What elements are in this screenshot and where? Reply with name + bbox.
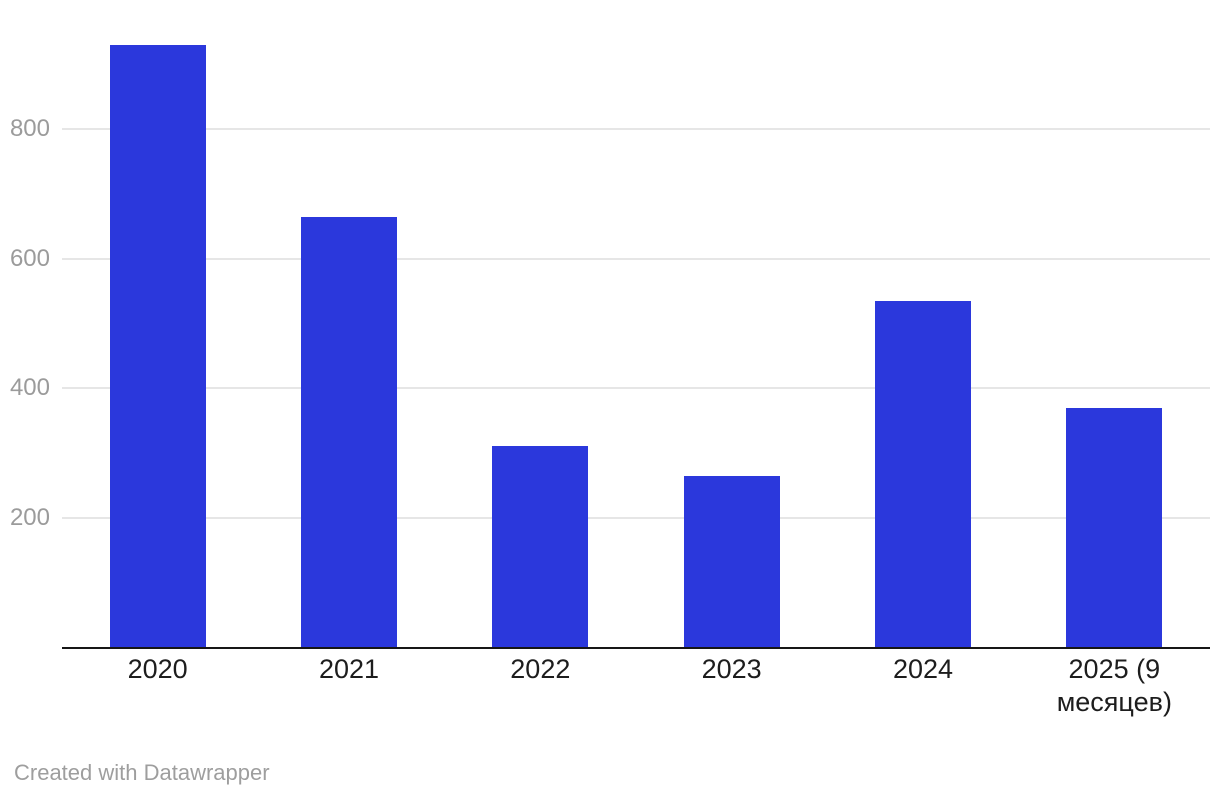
- gridline-800: [62, 128, 1210, 131]
- x-tick-label-2020: 2020: [127, 654, 188, 684]
- x-axis-line: [62, 647, 1210, 649]
- bar-2020: [109, 45, 206, 647]
- plot-area: [62, 0, 1210, 647]
- bar-2021: [301, 216, 397, 647]
- x-tick-label-2021: 2021: [318, 654, 380, 684]
- y-axis-tick-labels: 200 400 600 800: [0, 0, 52, 647]
- x-axis-tick-labels: 2020 2021 2022 2023 2024 2025 (9 месяцев): [0, 653, 1220, 733]
- x-tick-label-2022: 2022: [510, 654, 571, 684]
- gridline-600: [62, 257, 1210, 260]
- y-tick-label-400: 400: [9, 374, 50, 402]
- y-tick-label-800: 800: [9, 115, 50, 143]
- x-tick-label-2024: 2024: [892, 654, 954, 684]
- gridline-200: [62, 516, 1210, 519]
- gridline-400: [62, 387, 1210, 390]
- x-tick-label-2023: 2023: [701, 654, 762, 684]
- bar-2022: [492, 446, 589, 647]
- bar-2024: [875, 300, 971, 647]
- y-tick-label-200: 200: [9, 503, 50, 531]
- datawrapper-credit-link[interactable]: Created with Datawrapper: [14, 760, 270, 785]
- bar-2025: [1066, 407, 1163, 647]
- x-tick-label-2025: 2025 (9 месяцев): [1056, 654, 1172, 717]
- bar-2023: [683, 475, 780, 647]
- y-tick-label-600: 600: [9, 244, 50, 272]
